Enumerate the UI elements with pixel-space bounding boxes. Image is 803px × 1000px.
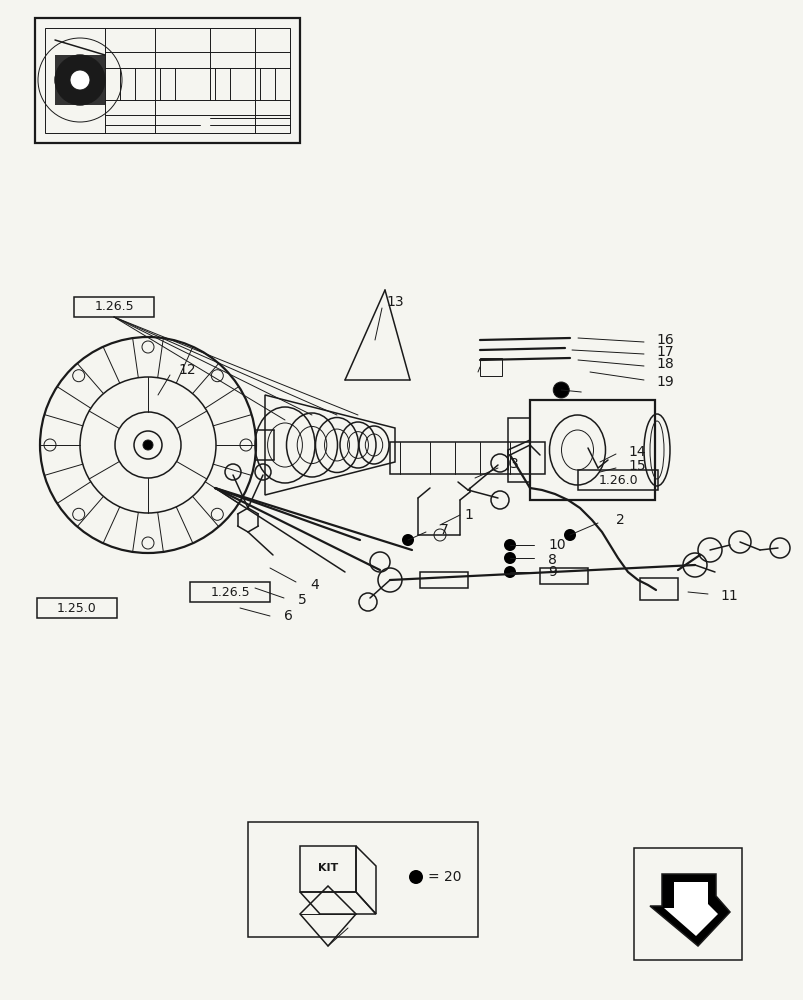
Polygon shape xyxy=(663,882,717,936)
Text: 9: 9 xyxy=(548,565,556,579)
Bar xyxy=(45,28,290,133)
Polygon shape xyxy=(55,55,105,105)
Circle shape xyxy=(143,440,153,450)
Text: 1.26.5: 1.26.5 xyxy=(94,300,133,314)
Bar xyxy=(37,598,117,618)
Bar xyxy=(540,568,587,584)
Text: = 20: = 20 xyxy=(427,870,461,884)
Circle shape xyxy=(563,529,575,541)
Text: 1: 1 xyxy=(463,508,472,522)
Bar xyxy=(419,572,467,588)
Bar xyxy=(634,848,741,960)
Text: 6: 6 xyxy=(283,609,292,623)
Text: 18: 18 xyxy=(655,357,673,371)
Bar xyxy=(507,418,529,482)
Circle shape xyxy=(552,382,569,398)
Text: 17: 17 xyxy=(655,345,673,359)
Text: 1.25.0: 1.25.0 xyxy=(57,601,96,614)
Text: 1.26.5: 1.26.5 xyxy=(210,585,250,598)
Text: 15: 15 xyxy=(627,459,645,473)
Polygon shape xyxy=(649,874,729,946)
Text: 19: 19 xyxy=(655,375,673,389)
Circle shape xyxy=(55,55,105,105)
Text: KIT: KIT xyxy=(317,863,338,873)
Bar xyxy=(479,358,501,376)
Circle shape xyxy=(402,534,414,546)
Bar xyxy=(389,442,544,474)
Bar xyxy=(35,18,300,143)
Circle shape xyxy=(409,870,422,884)
Text: 1.26.0: 1.26.0 xyxy=(597,474,637,487)
Bar xyxy=(190,582,270,602)
Bar xyxy=(74,297,154,317)
Text: 7: 7 xyxy=(439,523,448,537)
Text: 8: 8 xyxy=(548,553,556,567)
Circle shape xyxy=(503,566,516,578)
Text: 12: 12 xyxy=(177,363,195,377)
Bar xyxy=(247,822,478,937)
Bar xyxy=(529,400,654,500)
Circle shape xyxy=(503,539,516,551)
Text: 2: 2 xyxy=(615,513,624,527)
Text: 4: 4 xyxy=(310,578,318,592)
Circle shape xyxy=(503,552,516,564)
Text: 10: 10 xyxy=(548,538,565,552)
Bar xyxy=(577,470,657,490)
Text: 5: 5 xyxy=(298,593,307,607)
Circle shape xyxy=(70,70,90,90)
Text: 11: 11 xyxy=(719,589,737,603)
Text: 16: 16 xyxy=(655,333,673,347)
Bar xyxy=(639,578,677,600)
Text: 13: 13 xyxy=(385,295,403,309)
Text: 3: 3 xyxy=(509,457,518,471)
Text: 14: 14 xyxy=(627,445,645,459)
